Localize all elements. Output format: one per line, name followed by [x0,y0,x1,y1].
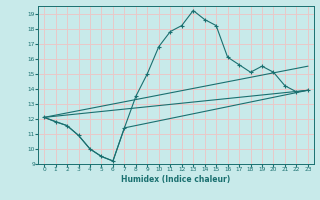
X-axis label: Humidex (Indice chaleur): Humidex (Indice chaleur) [121,175,231,184]
